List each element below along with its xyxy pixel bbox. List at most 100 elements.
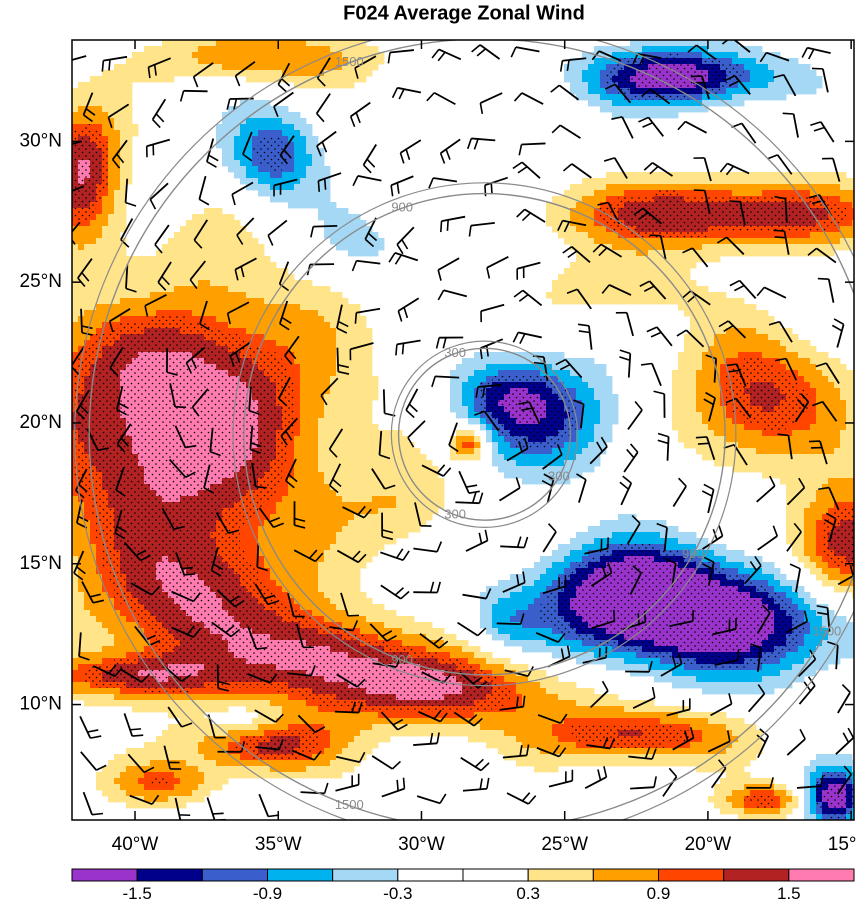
field-cell: [192, 226, 199, 233]
field-cell: [264, 40, 271, 47]
field-cell: [72, 100, 79, 107]
field-cell: [306, 46, 313, 53]
field-cell: [606, 100, 613, 107]
field-cell: [342, 328, 349, 335]
field-cell: [570, 232, 577, 239]
field-cell: [336, 346, 343, 353]
field-cell: [576, 406, 583, 413]
field-cell: [588, 250, 595, 257]
field-cell: [258, 274, 265, 281]
field-cell: [648, 46, 655, 53]
field-cell: [600, 196, 607, 203]
field-cell: [216, 250, 223, 257]
field-cell: [324, 220, 331, 227]
field-cell: [756, 328, 763, 335]
field-cell: [360, 76, 367, 83]
field-cell: [306, 64, 313, 71]
field-cell: [468, 430, 475, 437]
field-cell: [606, 376, 613, 383]
field-cell: [588, 184, 595, 191]
field-cell: [234, 46, 241, 53]
field-cell: [570, 184, 577, 191]
field-cell: [240, 130, 247, 137]
field-cell: [108, 226, 115, 233]
field-cell: [294, 358, 301, 365]
field-cell: [276, 346, 283, 353]
field-cell: [810, 250, 817, 257]
field-cell: [834, 184, 841, 191]
field-cell: [90, 280, 97, 287]
field-cell: [738, 250, 745, 257]
field-cell: [180, 52, 187, 59]
field-cell: [318, 334, 325, 341]
field-cell: [810, 388, 817, 395]
field-cell: [240, 178, 247, 185]
field-cell: [294, 70, 301, 77]
field-cell: [816, 178, 823, 185]
field-cell: [348, 412, 355, 419]
field-cell: [282, 346, 289, 353]
field-cell: [342, 400, 349, 407]
field-cell: [90, 106, 97, 113]
field-cell: [732, 184, 739, 191]
field-cell: [264, 64, 271, 71]
field-cell: [192, 46, 199, 53]
field-cell: [804, 88, 811, 95]
field-cell: [738, 358, 745, 365]
field-cell: [294, 142, 301, 149]
field-cell: [780, 352, 787, 359]
field-cell: [264, 274, 271, 281]
field-cell: [108, 70, 115, 77]
field-cell: [834, 448, 841, 455]
field-cell: [216, 142, 223, 149]
field-cell: [720, 238, 727, 245]
field-cell: [168, 250, 175, 257]
field-cell: [312, 394, 319, 401]
field-cell: [690, 250, 697, 257]
field-cell: [210, 280, 217, 287]
field-cell: [270, 106, 277, 113]
field-cell: [786, 184, 793, 191]
field-cell: [696, 106, 703, 113]
field-cell: [270, 262, 277, 269]
field-cell: [684, 106, 691, 113]
field-cell: [726, 430, 733, 437]
field-cell: [246, 250, 253, 257]
field-cell: [708, 334, 715, 341]
field-cell: [612, 418, 619, 425]
field-cell: [216, 274, 223, 281]
field-cell: [108, 298, 115, 305]
field-cell: [570, 88, 577, 95]
field-cell: [156, 292, 163, 299]
field-cell: [390, 442, 397, 449]
field-cell: [696, 286, 703, 293]
field-cell: [354, 352, 361, 359]
field-cell: [702, 400, 709, 407]
field-cell: [174, 40, 181, 47]
field-cell: [114, 88, 121, 95]
field-cell: [168, 238, 175, 245]
field-cell: [366, 232, 373, 239]
field-cell: [282, 298, 289, 305]
field-cell: [708, 232, 715, 239]
field-cell: [246, 58, 253, 65]
field-cell: [288, 124, 295, 131]
field-cell: [696, 346, 703, 353]
field-cell: [246, 166, 253, 173]
field-cell: [594, 202, 601, 209]
field-cell: [600, 64, 607, 71]
field-cell: [774, 232, 781, 239]
field-cell: [324, 412, 331, 419]
field-cell: [690, 256, 697, 263]
field-cell: [678, 184, 685, 191]
field-cell: [102, 220, 109, 227]
field-cell: [348, 322, 355, 329]
field-cell: [216, 298, 223, 305]
field-cell: [744, 322, 751, 329]
field-cell: [264, 256, 271, 263]
field-cell: [228, 250, 235, 257]
field-cell: [744, 334, 751, 341]
field-cell: [96, 274, 103, 281]
field-cell: [570, 388, 577, 395]
field-cell: [810, 82, 817, 89]
